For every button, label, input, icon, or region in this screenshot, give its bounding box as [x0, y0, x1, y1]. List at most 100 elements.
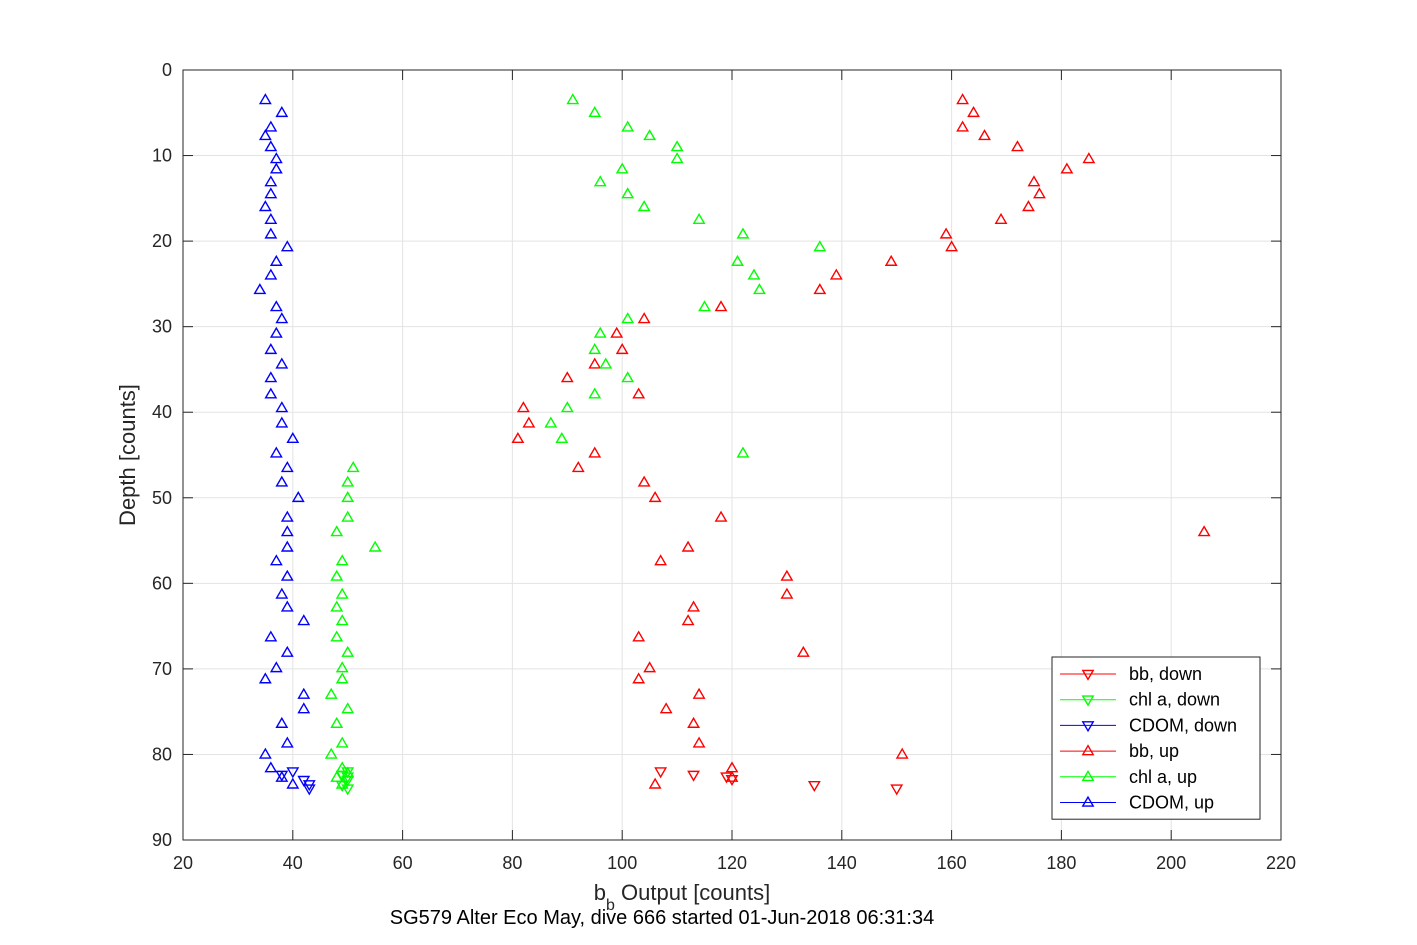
data-point	[330, 600, 344, 612]
data-point	[286, 767, 300, 779]
data-point	[621, 371, 635, 383]
data-point	[330, 716, 344, 728]
data-point	[967, 105, 980, 118]
data-point	[324, 747, 338, 759]
y-tick-label: 30	[152, 317, 172, 337]
data-point	[275, 105, 289, 118]
data-point	[511, 431, 525, 444]
data-point	[286, 777, 300, 789]
data-point	[302, 784, 316, 796]
data-point	[725, 770, 739, 782]
data-point	[978, 129, 991, 141]
data-point	[280, 569, 294, 581]
data-point	[275, 401, 289, 413]
data-point	[753, 283, 766, 295]
data-point	[566, 93, 580, 105]
data-point	[813, 283, 827, 295]
data-point	[291, 490, 305, 503]
x-tick-label: 180	[1046, 853, 1076, 873]
legend-marker	[1081, 744, 1095, 756]
data-point	[341, 784, 355, 796]
data-point	[341, 510, 355, 522]
data-point	[275, 357, 289, 369]
x-axis-label-subscript: b	[606, 897, 615, 914]
data-point	[571, 461, 585, 473]
legend-marker	[1081, 695, 1095, 707]
data-point	[335, 554, 349, 566]
data-point	[714, 300, 728, 312]
data-point	[275, 587, 289, 599]
data-point	[335, 661, 349, 673]
data-point	[275, 312, 289, 324]
data-point	[1011, 140, 1024, 152]
data-point	[939, 227, 953, 239]
data-point	[648, 777, 662, 789]
data-point	[895, 747, 909, 759]
data-point	[269, 326, 283, 338]
data-point	[615, 342, 629, 355]
data-point	[687, 716, 701, 728]
data-point	[335, 614, 349, 626]
x-tick-label: 20	[173, 853, 193, 873]
data-point	[258, 747, 272, 759]
data-point	[588, 446, 602, 458]
y-tick-label: 80	[152, 744, 172, 764]
data-point	[269, 661, 283, 673]
data-point	[275, 416, 289, 428]
data-point	[637, 200, 651, 212]
data-point	[280, 645, 294, 657]
data-point	[335, 777, 349, 789]
data-point	[264, 140, 278, 152]
data-point	[681, 614, 695, 626]
data-point	[780, 587, 794, 599]
data-point	[335, 736, 349, 748]
x-tick-label: 220	[1266, 853, 1296, 873]
data-point	[670, 140, 684, 152]
data-point	[714, 510, 728, 522]
x-axis-label: bb Output [counts]	[594, 880, 770, 914]
data-point	[1033, 187, 1046, 199]
data-point	[330, 770, 344, 782]
data-point	[637, 312, 651, 324]
data-point	[1082, 152, 1096, 164]
y-tick-label: 50	[152, 488, 172, 508]
data-point	[698, 300, 711, 312]
data-point	[890, 784, 904, 796]
data-point	[264, 761, 278, 773]
data-point	[341, 766, 355, 778]
legend-marker	[1081, 770, 1095, 782]
figure-caption: SG579 Alter Eco May, dive 666 started 01…	[390, 907, 934, 929]
data-point	[588, 387, 602, 399]
data-point	[736, 227, 750, 239]
data-point	[588, 105, 602, 118]
data-point	[280, 510, 294, 522]
legend-marker	[1081, 795, 1095, 807]
x-axis-label-rest: Output [counts]	[615, 880, 770, 905]
data-point	[560, 401, 574, 413]
data-markers	[253, 93, 1211, 796]
data-point	[654, 554, 668, 566]
data-point	[555, 431, 569, 444]
data-point	[692, 212, 706, 225]
x-tick-label: 140	[827, 853, 857, 873]
data-point	[593, 326, 607, 338]
data-point	[280, 461, 294, 473]
y-tick-label: 70	[152, 659, 172, 679]
data-point	[615, 162, 629, 174]
data-point	[654, 767, 668, 779]
data-point	[659, 702, 673, 714]
data-point	[335, 761, 349, 773]
data-point	[269, 554, 283, 566]
data-point	[516, 401, 530, 413]
data-point	[275, 475, 289, 487]
data-point	[681, 540, 695, 552]
data-point	[335, 672, 349, 684]
data-point	[956, 120, 970, 132]
data-point	[643, 129, 657, 141]
data-point	[648, 490, 662, 503]
data-point	[731, 254, 744, 266]
data-point	[264, 387, 278, 399]
data-point	[280, 525, 294, 537]
y-tick-label: 90	[152, 830, 172, 850]
data-point	[264, 227, 278, 239]
